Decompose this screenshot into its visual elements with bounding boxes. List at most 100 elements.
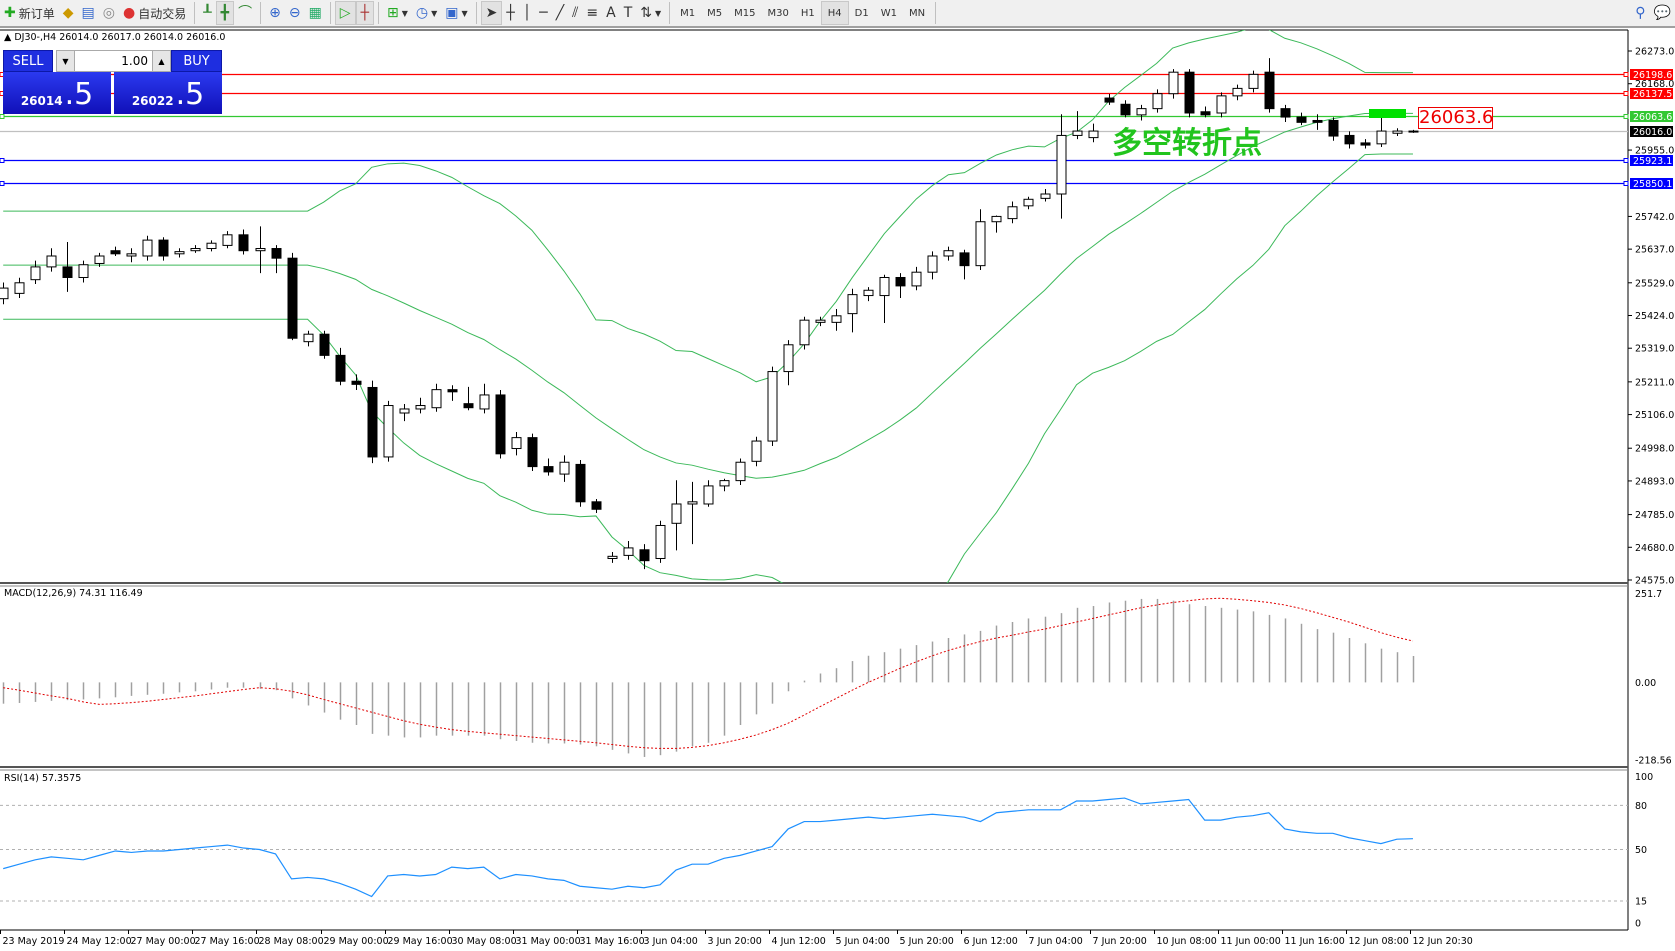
candle-bullish bbox=[991, 215, 1002, 223]
chart-shift-button[interactable]: ┼ bbox=[355, 1, 375, 25]
text-button[interactable]: A bbox=[602, 1, 620, 25]
candle-bullish bbox=[206, 242, 217, 250]
search-button[interactable]: ⚲ bbox=[1631, 1, 1649, 25]
toolbar-separator bbox=[935, 2, 937, 24]
candle-bearish bbox=[335, 354, 346, 382]
vertical-line-button[interactable]: │ bbox=[519, 1, 535, 25]
add-indicator-icon: ⊞ bbox=[387, 5, 399, 21]
arrows-icon: ⇅ bbox=[640, 5, 653, 21]
timeframe-m30[interactable]: M30 bbox=[767, 7, 789, 19]
bollinger-lower bbox=[3, 153, 1413, 583]
lot-size-stepper[interactable]: ▼ 1.00 ▲ bbox=[56, 50, 171, 72]
periods-button[interactable]: ◷ ▼ bbox=[412, 1, 441, 25]
lot-increase-icon[interactable]: ▲ bbox=[152, 51, 170, 71]
text-label-button[interactable]: T bbox=[620, 1, 637, 25]
x-tick-label: 11 Jun 16:00 bbox=[1285, 936, 1345, 947]
tile-windows-icon: ▦ bbox=[308, 5, 322, 21]
timeframe-mn[interactable]: MN bbox=[908, 7, 926, 19]
fibonacci-button[interactable]: ≡ bbox=[582, 1, 602, 25]
chat-button[interactable]: 💬 bbox=[1650, 1, 1675, 25]
crosshair-icon: ┼ bbox=[506, 5, 515, 21]
tile-windows-button[interactable]: ▦ bbox=[305, 1, 326, 25]
candlestick-chart-button[interactable]: ╋ bbox=[215, 1, 235, 25]
candle-bearish bbox=[495, 394, 506, 455]
crosshair-button[interactable]: ┼ bbox=[502, 1, 518, 25]
candle-bullish bbox=[735, 461, 746, 482]
candle-bullish bbox=[847, 294, 858, 315]
collapse-icon[interactable]: ▲ bbox=[4, 32, 15, 43]
candle-bullish bbox=[767, 371, 778, 442]
y-tick-label: 25955.0 bbox=[1635, 146, 1674, 157]
sell-button[interactable]: SELL bbox=[3, 50, 53, 72]
bollinger-middle bbox=[3, 112, 1413, 479]
candle-bullish bbox=[1216, 95, 1227, 114]
buy-button[interactable]: BUY bbox=[171, 50, 222, 72]
horizontal-line-icon: ─ bbox=[539, 5, 548, 21]
x-tick-label: 5 Jun 20:00 bbox=[900, 936, 954, 947]
timeframe-d1[interactable]: D1 bbox=[854, 7, 869, 19]
market-watch-button[interactable]: ◆ bbox=[59, 1, 78, 25]
symbol-info: ▲ DJ30-,H4 26014.0 26017.0 26014.0 26016… bbox=[4, 32, 226, 43]
equidistant-channel-button[interactable]: ⫽ bbox=[568, 1, 582, 25]
trendline-button[interactable]: ╱ bbox=[552, 1, 568, 25]
line-chart-button[interactable]: ⌒ bbox=[234, 1, 256, 25]
price-level-badge bbox=[1630, 126, 1673, 137]
text-label-icon: T bbox=[623, 5, 633, 21]
buy-price-fraction: .5 bbox=[175, 77, 205, 112]
price-level-badge bbox=[1630, 88, 1673, 99]
candle-bearish bbox=[527, 437, 538, 468]
sell-price-button[interactable]: 26014.5 bbox=[3, 72, 111, 114]
signals-button[interactable]: ◎ bbox=[99, 1, 119, 25]
cursor-button[interactable]: ➤ bbox=[480, 1, 503, 25]
candle-bullish bbox=[799, 319, 810, 346]
annotation-price-label[interactable]: 26063.6 bbox=[1418, 107, 1494, 129]
annotation-text[interactable]: 多空转折点 bbox=[1112, 126, 1262, 161]
timeframe-m5[interactable]: M5 bbox=[707, 7, 723, 19]
candle-bearish bbox=[110, 250, 121, 255]
candle-bullish bbox=[815, 319, 826, 323]
horizontal-line-button[interactable]: ─ bbox=[535, 1, 551, 25]
x-tick-label: 27 May 00:00 bbox=[131, 936, 196, 947]
bar-chart-button[interactable]: ┸ bbox=[199, 1, 215, 25]
templates-button[interactable]: ▣ ▼ bbox=[441, 1, 471, 25]
dropdown-arrow-icon: ▼ bbox=[461, 8, 468, 18]
level-handle bbox=[1623, 114, 1629, 119]
candle-bullish bbox=[174, 251, 185, 255]
candle-bullish bbox=[1040, 193, 1051, 199]
x-tick-label: 31 May 16:00 bbox=[580, 936, 645, 947]
candle-bearish bbox=[1360, 142, 1371, 146]
level-handle bbox=[1623, 158, 1629, 163]
annotation-marker[interactable] bbox=[1369, 109, 1406, 118]
navigator-button[interactable]: ▤ bbox=[78, 1, 99, 25]
x-tick-label: 29 May 00:00 bbox=[324, 936, 389, 947]
x-tick-label: 12 Jun 08:00 bbox=[1349, 936, 1409, 947]
chart-shift-icon: ┼ bbox=[360, 5, 370, 21]
arrows-button[interactable]: ⇅ ▼ bbox=[636, 1, 665, 25]
candle-bullish bbox=[671, 503, 682, 524]
candle-bullish bbox=[783, 344, 794, 373]
indicators-button[interactable]: ⊞ ▼ bbox=[383, 1, 412, 25]
x-tick-label: 29 May 16:00 bbox=[388, 936, 453, 947]
lot-decrease-icon[interactable]: ▼ bbox=[57, 51, 75, 71]
y-tick-label: 25106.0 bbox=[1635, 410, 1674, 421]
new-order-button[interactable]: ✚ 新订单 bbox=[4, 5, 55, 21]
timeframe-m15[interactable]: M15 bbox=[734, 7, 756, 19]
rsi-line bbox=[3, 797, 1413, 898]
candle-bearish bbox=[959, 252, 970, 267]
timeframe-h4[interactable]: H4 bbox=[820, 1, 849, 25]
candle-bullish bbox=[975, 221, 986, 267]
timeframe-w1[interactable]: W1 bbox=[880, 7, 897, 19]
zoom-out-button[interactable]: ⊖ bbox=[285, 1, 305, 25]
candle-bearish bbox=[319, 333, 330, 356]
buy-price-button[interactable]: 26022.5 bbox=[114, 72, 222, 114]
auto-scroll-button[interactable]: ▷ bbox=[334, 1, 356, 25]
timeframe-h1[interactable]: H1 bbox=[800, 7, 815, 19]
zoom-in-button[interactable]: ⊕ bbox=[265, 1, 285, 25]
timeframe-m1[interactable]: M1 bbox=[680, 7, 696, 19]
candle-bullish bbox=[415, 405, 426, 410]
candle-bullish bbox=[1023, 198, 1034, 207]
candle-bullish bbox=[190, 248, 201, 252]
lot-size-input[interactable]: 1.00 bbox=[75, 51, 152, 71]
auto-trading-button[interactable]: ● 自动交易 bbox=[122, 5, 187, 21]
